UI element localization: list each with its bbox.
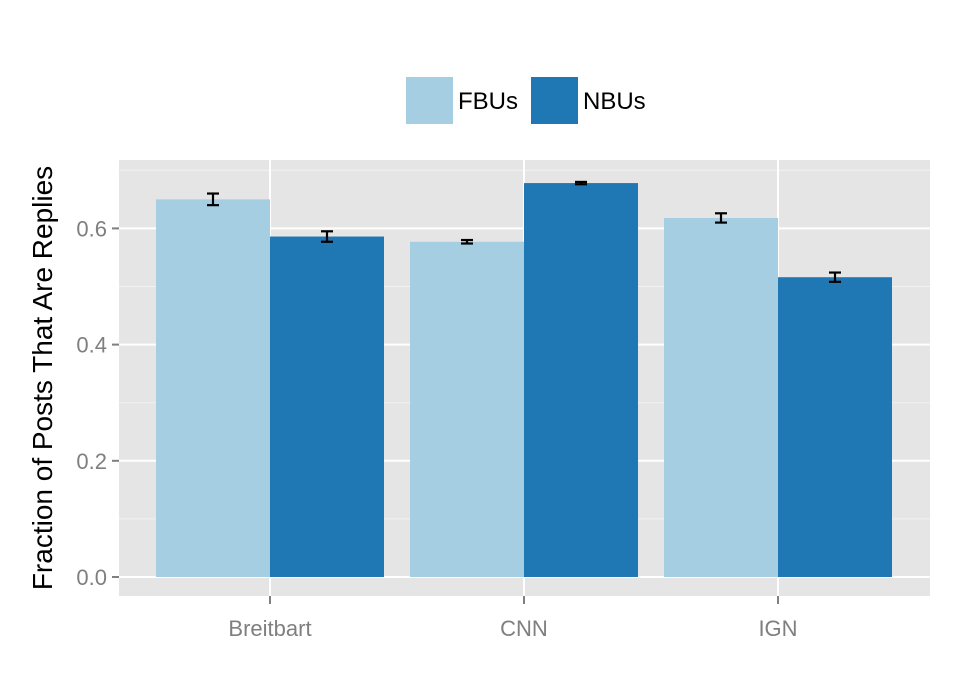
x-tick-label: IGN xyxy=(758,616,797,641)
bar-nbus-cnn xyxy=(524,183,638,577)
x-tick-label: CNN xyxy=(500,616,548,641)
legend-label-fbus: FBUs xyxy=(458,88,518,115)
error-bar xyxy=(575,180,587,186)
legend-label-nbus: NBUs xyxy=(583,88,646,115)
bar-fbus-ign xyxy=(664,217,778,577)
legend: FBUs NBUs xyxy=(406,77,646,124)
bar-nbus-breitbart xyxy=(270,236,384,577)
y-tick-label: 0.0 xyxy=(76,565,107,590)
x-axis: Breitbart CNN IGN xyxy=(228,596,798,641)
y-tick-label: 0.4 xyxy=(76,333,107,358)
bar-fbus-breitbart xyxy=(156,199,270,577)
error-bar xyxy=(829,271,841,283)
y-tick-label: 0.6 xyxy=(76,216,107,241)
y-axis-title: Fraction of Posts That Are Replies xyxy=(27,166,58,590)
legend-key-nbus xyxy=(531,77,578,124)
bars xyxy=(156,183,892,577)
legend-key-fbus xyxy=(406,77,453,124)
error-bar xyxy=(715,212,727,224)
error-bar xyxy=(461,238,473,245)
error-bar xyxy=(207,192,219,207)
y-axis: 0.0 0.2 0.4 0.6 xyxy=(76,216,119,590)
bar-nbus-ign xyxy=(778,277,892,577)
error-bars xyxy=(207,180,841,283)
bar-fbus-cnn xyxy=(410,241,524,577)
x-tick-label: Breitbart xyxy=(228,616,311,641)
y-tick-label: 0.2 xyxy=(76,449,107,474)
error-bar xyxy=(321,230,333,243)
